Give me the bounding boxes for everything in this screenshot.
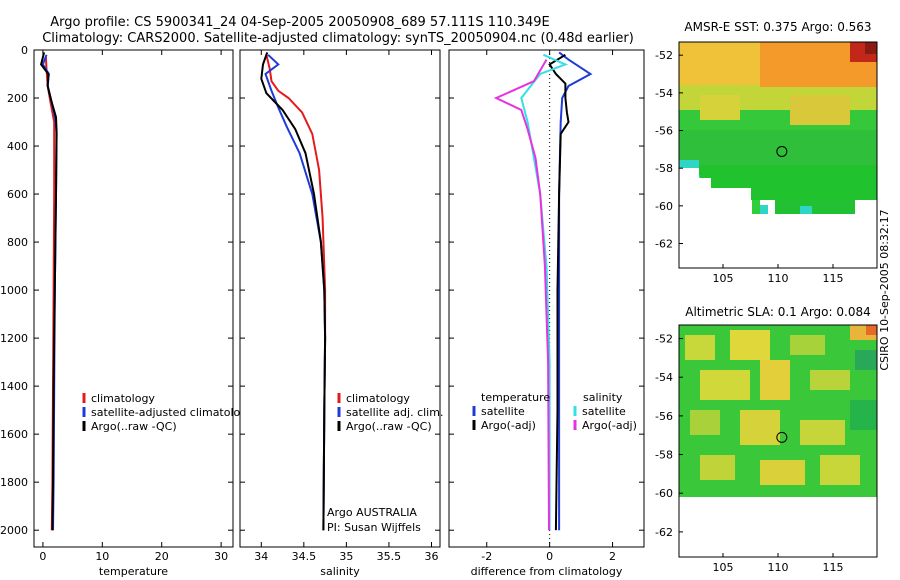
salinity-legend-item: Argo(..raw -QC) [346,420,432,433]
salinity-xtick-label: 34 [254,550,268,563]
difference-line-temperature-satellite [558,51,593,531]
sla-argo-marker [776,431,788,443]
depth-tick-label: 1800 [0,476,28,489]
depth-tick-label: 400 [7,140,28,153]
salinity-line-argo-raw-qc- [260,52,327,531]
investigator-annotation: PI: Susan Wijffels [327,521,421,534]
difference-line-salinity-argo-adj- [493,59,550,531]
sst_map-ytick-label: -54 [655,87,673,100]
sst_map-xtick-label: 105 [713,272,734,285]
institution-annotation: Argo AUSTRALIA [327,506,417,519]
salinity-xtick-label: 36 [424,550,438,563]
sla_map-xtick-label: 110 [768,561,789,574]
salinity-series-group [260,52,327,531]
side-timestamp: CSIRO 10-Sep-2005 08:32:17 [878,209,891,370]
salinity-xtick-label: 35 [339,550,353,563]
salinity-xtick-label: 35.5 [377,550,402,563]
sst_map-xtick-label: 110 [768,272,789,285]
sst_map-ytick-label: -56 [655,125,673,138]
sst-map-title: AMSR-E SST: 0.375 Argo: 0.563 [684,20,871,34]
sla_map-ytick-label: -62 [655,526,673,539]
temperature-panel: 0 10 20 30 temperature 0 200 400 600 800 1000 1200 1… [0,44,254,578]
header-line-1: Argo profile: CS 5900341_24 04-Sep-2005 … [50,15,550,30]
sst_map-ytick-label: -62 [655,238,673,251]
salinity-xaxis-label: salinity [320,565,360,578]
sla_map-ytick-label: -54 [655,371,673,384]
difference-panel: -2 0 2 difference from climatology temperatu… [448,49,645,578]
temperature-xtick-label: 30 [214,550,228,563]
depth-tick-label: 2000 [0,524,28,537]
temperature-legend-item: Argo(..raw -QC) [91,420,177,433]
depth-tick-label: 0 [21,44,28,57]
sst_map-xtick-label: 115 [823,272,844,285]
temperature-xaxis-label: temperature [99,565,168,578]
sla_map-ytick-label: -52 [655,333,673,346]
depth-tick-label: 1400 [0,380,28,393]
sst_map-ytick-label: -52 [655,49,673,62]
difference-xaxis-label: difference from climatology [471,565,623,578]
sla_map-ytick-label: -60 [655,487,673,500]
diff-legend-salinity-title: salinity [583,391,623,404]
depth-tick-label: 200 [7,92,28,105]
difference-series-group [493,51,593,531]
sla_map-ytick-label: -56 [655,410,673,423]
temperature-legend-item: climatology [91,392,155,405]
depth-tick-label: 600 [7,188,28,201]
difference-xtick-label: 2 [609,550,616,563]
salinity-legend-item: climatology [346,392,410,405]
salinity-xtick-label: 34.5 [292,550,317,563]
salinity-panel: 34 34.5 35 35.5 36 salinity climatologysatelli… [239,49,443,578]
sst-argo-marker [776,145,788,157]
difference-line-temperature-argo-adj- [548,53,570,531]
sst-map-panel: AMSR-E SST: 0.375 Argo: 0.563 [655,20,878,285]
temperature-xtick-label: 10 [95,550,109,563]
sla-map-panel: Altimetric SLA: 0.1 Argo: 0.084 105 110 11… [655,305,878,574]
sla_map-xtick-label: 105 [713,561,734,574]
header-line-2: Climatology: CARS2000. Satellite-adjuste… [42,31,634,46]
temperature-legend-item: satellite-adjusted climatology [91,406,254,419]
temperature-xtick-label: 20 [155,550,169,563]
depth-tick-label: 800 [7,236,28,249]
temperature-xtick-label: 0 [39,550,46,563]
sst_map-ytick-label: -58 [655,162,673,175]
depth-tick-label: 1200 [0,332,28,345]
sla_map-ytick-label: -58 [655,449,673,462]
diff-legend-temperature-title: temperature [481,391,550,404]
diff-legend-item: satellite [582,405,626,418]
difference-xtick-label: 0 [546,550,553,563]
sla_map-xtick-label: 115 [823,561,844,574]
temperature-plot-frame [33,49,234,548]
depth-tick-label: 1000 [0,284,28,297]
salinity-plot-frame [239,49,441,548]
temperature-line-argo-raw-qc- [40,52,58,531]
temperature-series-group [40,52,58,531]
diff-legend-item: Argo(-adj) [582,419,637,432]
sla-map-title: Altimetric SLA: 0.1 Argo: 0.084 [685,305,870,319]
salinity-legend-item: satellite adj. clim. [346,406,443,419]
diff-legend-item: Argo(-adj) [481,419,536,432]
difference-xtick-label: -2 [481,550,492,563]
depth-tick-label: 1600 [0,428,28,441]
sst_map-ytick-label: -60 [655,200,673,213]
diff-legend-item: satellite [481,405,525,418]
